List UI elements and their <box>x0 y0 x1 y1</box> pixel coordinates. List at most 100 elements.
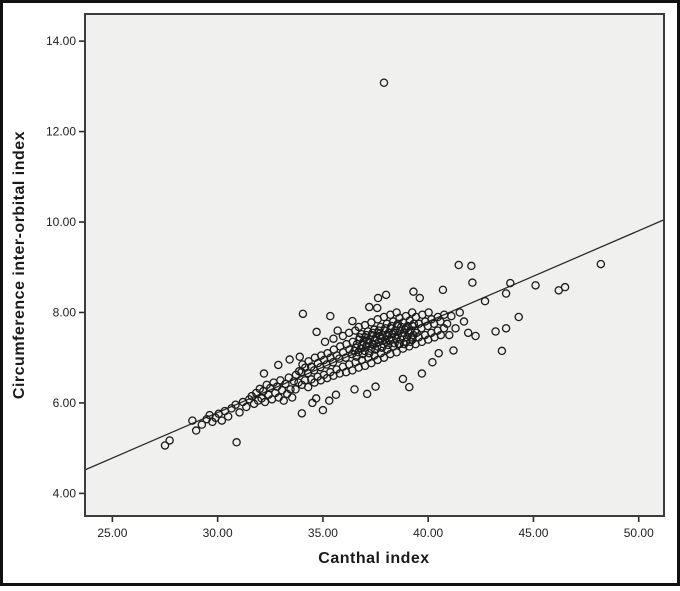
scatter-point <box>454 260 463 270</box>
scatter-point <box>362 336 372 345</box>
y-tick-label: 4.00 <box>53 486 77 500</box>
scatter-point <box>329 334 338 343</box>
scatter-point <box>331 390 341 400</box>
scatter-point <box>531 281 540 290</box>
scatter-point <box>455 308 465 317</box>
scatter-point <box>379 353 389 362</box>
scatter-point <box>311 394 321 403</box>
scatter-point <box>274 360 283 370</box>
scatter-point <box>160 441 170 450</box>
scatter-point <box>506 278 515 288</box>
scatter-point <box>501 324 511 333</box>
scatter-point <box>400 325 410 334</box>
scatter-point <box>259 369 269 378</box>
scatter-point <box>436 330 446 340</box>
scatter-point <box>369 340 378 350</box>
y-tick-label: 10.00 <box>46 215 76 229</box>
scatter-point <box>295 352 305 362</box>
scatter-point <box>298 309 308 319</box>
scatter-point <box>409 319 419 329</box>
scatter-point <box>447 311 456 321</box>
scatter-point <box>350 385 359 394</box>
scatter-point <box>232 438 241 447</box>
scatter-point <box>497 346 507 356</box>
scatter-point <box>381 337 391 347</box>
scatter-point <box>285 355 294 364</box>
scatter-point <box>217 416 227 425</box>
scatter-point <box>297 409 307 418</box>
scatter-point <box>373 293 383 303</box>
scatter-point <box>335 369 345 378</box>
scatter-point <box>514 312 523 322</box>
scatter-point <box>326 311 335 321</box>
plot-border <box>84 13 665 517</box>
scatter-point <box>388 329 397 339</box>
scatter-point <box>318 405 328 415</box>
scatter-point <box>467 261 476 271</box>
scatter-point <box>364 348 374 358</box>
scatter-point <box>165 436 174 445</box>
scatter-point <box>491 327 500 336</box>
scatter-point <box>480 296 490 306</box>
x-tick-label: 40.00 <box>413 526 443 540</box>
scatter-point <box>341 353 350 362</box>
scatter-point <box>392 348 401 357</box>
scatter-point <box>415 293 425 303</box>
scatter-point <box>188 416 197 425</box>
scatter-point <box>596 259 606 269</box>
scatter-point <box>417 369 427 378</box>
y-tick-label: 6.00 <box>53 396 77 410</box>
x-tick-label: 35.00 <box>308 526 338 540</box>
scatter-point <box>468 278 477 287</box>
scatter-point <box>390 338 399 348</box>
scatter-point <box>300 376 310 385</box>
scatter-point <box>560 282 570 292</box>
scatter-point <box>362 389 372 399</box>
scatter-point <box>348 316 357 326</box>
scatter-point <box>320 337 330 347</box>
scatter-point <box>235 408 244 417</box>
y-tick-label: 14.00 <box>46 34 76 48</box>
scatter-point <box>358 349 368 359</box>
scatter-point <box>424 308 433 317</box>
axes-group: 25.00 30.00 35.00 40.00 45.00 50.00 4.00 6.00 8.… <box>46 34 654 540</box>
scatter-point <box>303 382 313 392</box>
scatter-point <box>471 331 480 341</box>
scatter-point <box>381 290 391 300</box>
scatter-point <box>291 385 300 394</box>
scatter-point <box>197 420 207 429</box>
scatter-point <box>459 317 469 326</box>
scatter-point <box>406 337 415 347</box>
scatter-point <box>324 396 334 405</box>
scatter-point <box>333 326 342 335</box>
x-tick-label: 30.00 <box>203 526 233 540</box>
outlier-point <box>379 78 389 87</box>
scatter-point <box>260 397 270 407</box>
scatter-point <box>444 330 454 340</box>
scatter-point <box>409 287 418 296</box>
scatter-point <box>191 426 201 435</box>
x-tick-label: 25.00 <box>97 526 127 540</box>
scatter-point <box>412 328 421 338</box>
scatter-points-group <box>160 78 606 450</box>
scatter-point <box>335 354 344 363</box>
scatter-point <box>501 289 511 298</box>
scatter-point <box>407 333 416 342</box>
x-tick-label: 50.00 <box>624 526 654 540</box>
scatter-point <box>312 327 321 337</box>
scatter-point <box>438 285 448 295</box>
scatter-point <box>364 302 374 312</box>
scatter-point <box>223 412 233 421</box>
y-tick-label: 12.00 <box>46 125 76 139</box>
scatter-point <box>434 348 443 358</box>
plot-area <box>85 14 664 516</box>
scatter-point <box>287 393 297 402</box>
scatter-point <box>394 339 403 349</box>
scatter-point <box>286 385 295 394</box>
x-axis-title: Canthal index <box>318 550 429 567</box>
scatter-point <box>356 344 366 353</box>
scatter-point <box>449 346 458 355</box>
